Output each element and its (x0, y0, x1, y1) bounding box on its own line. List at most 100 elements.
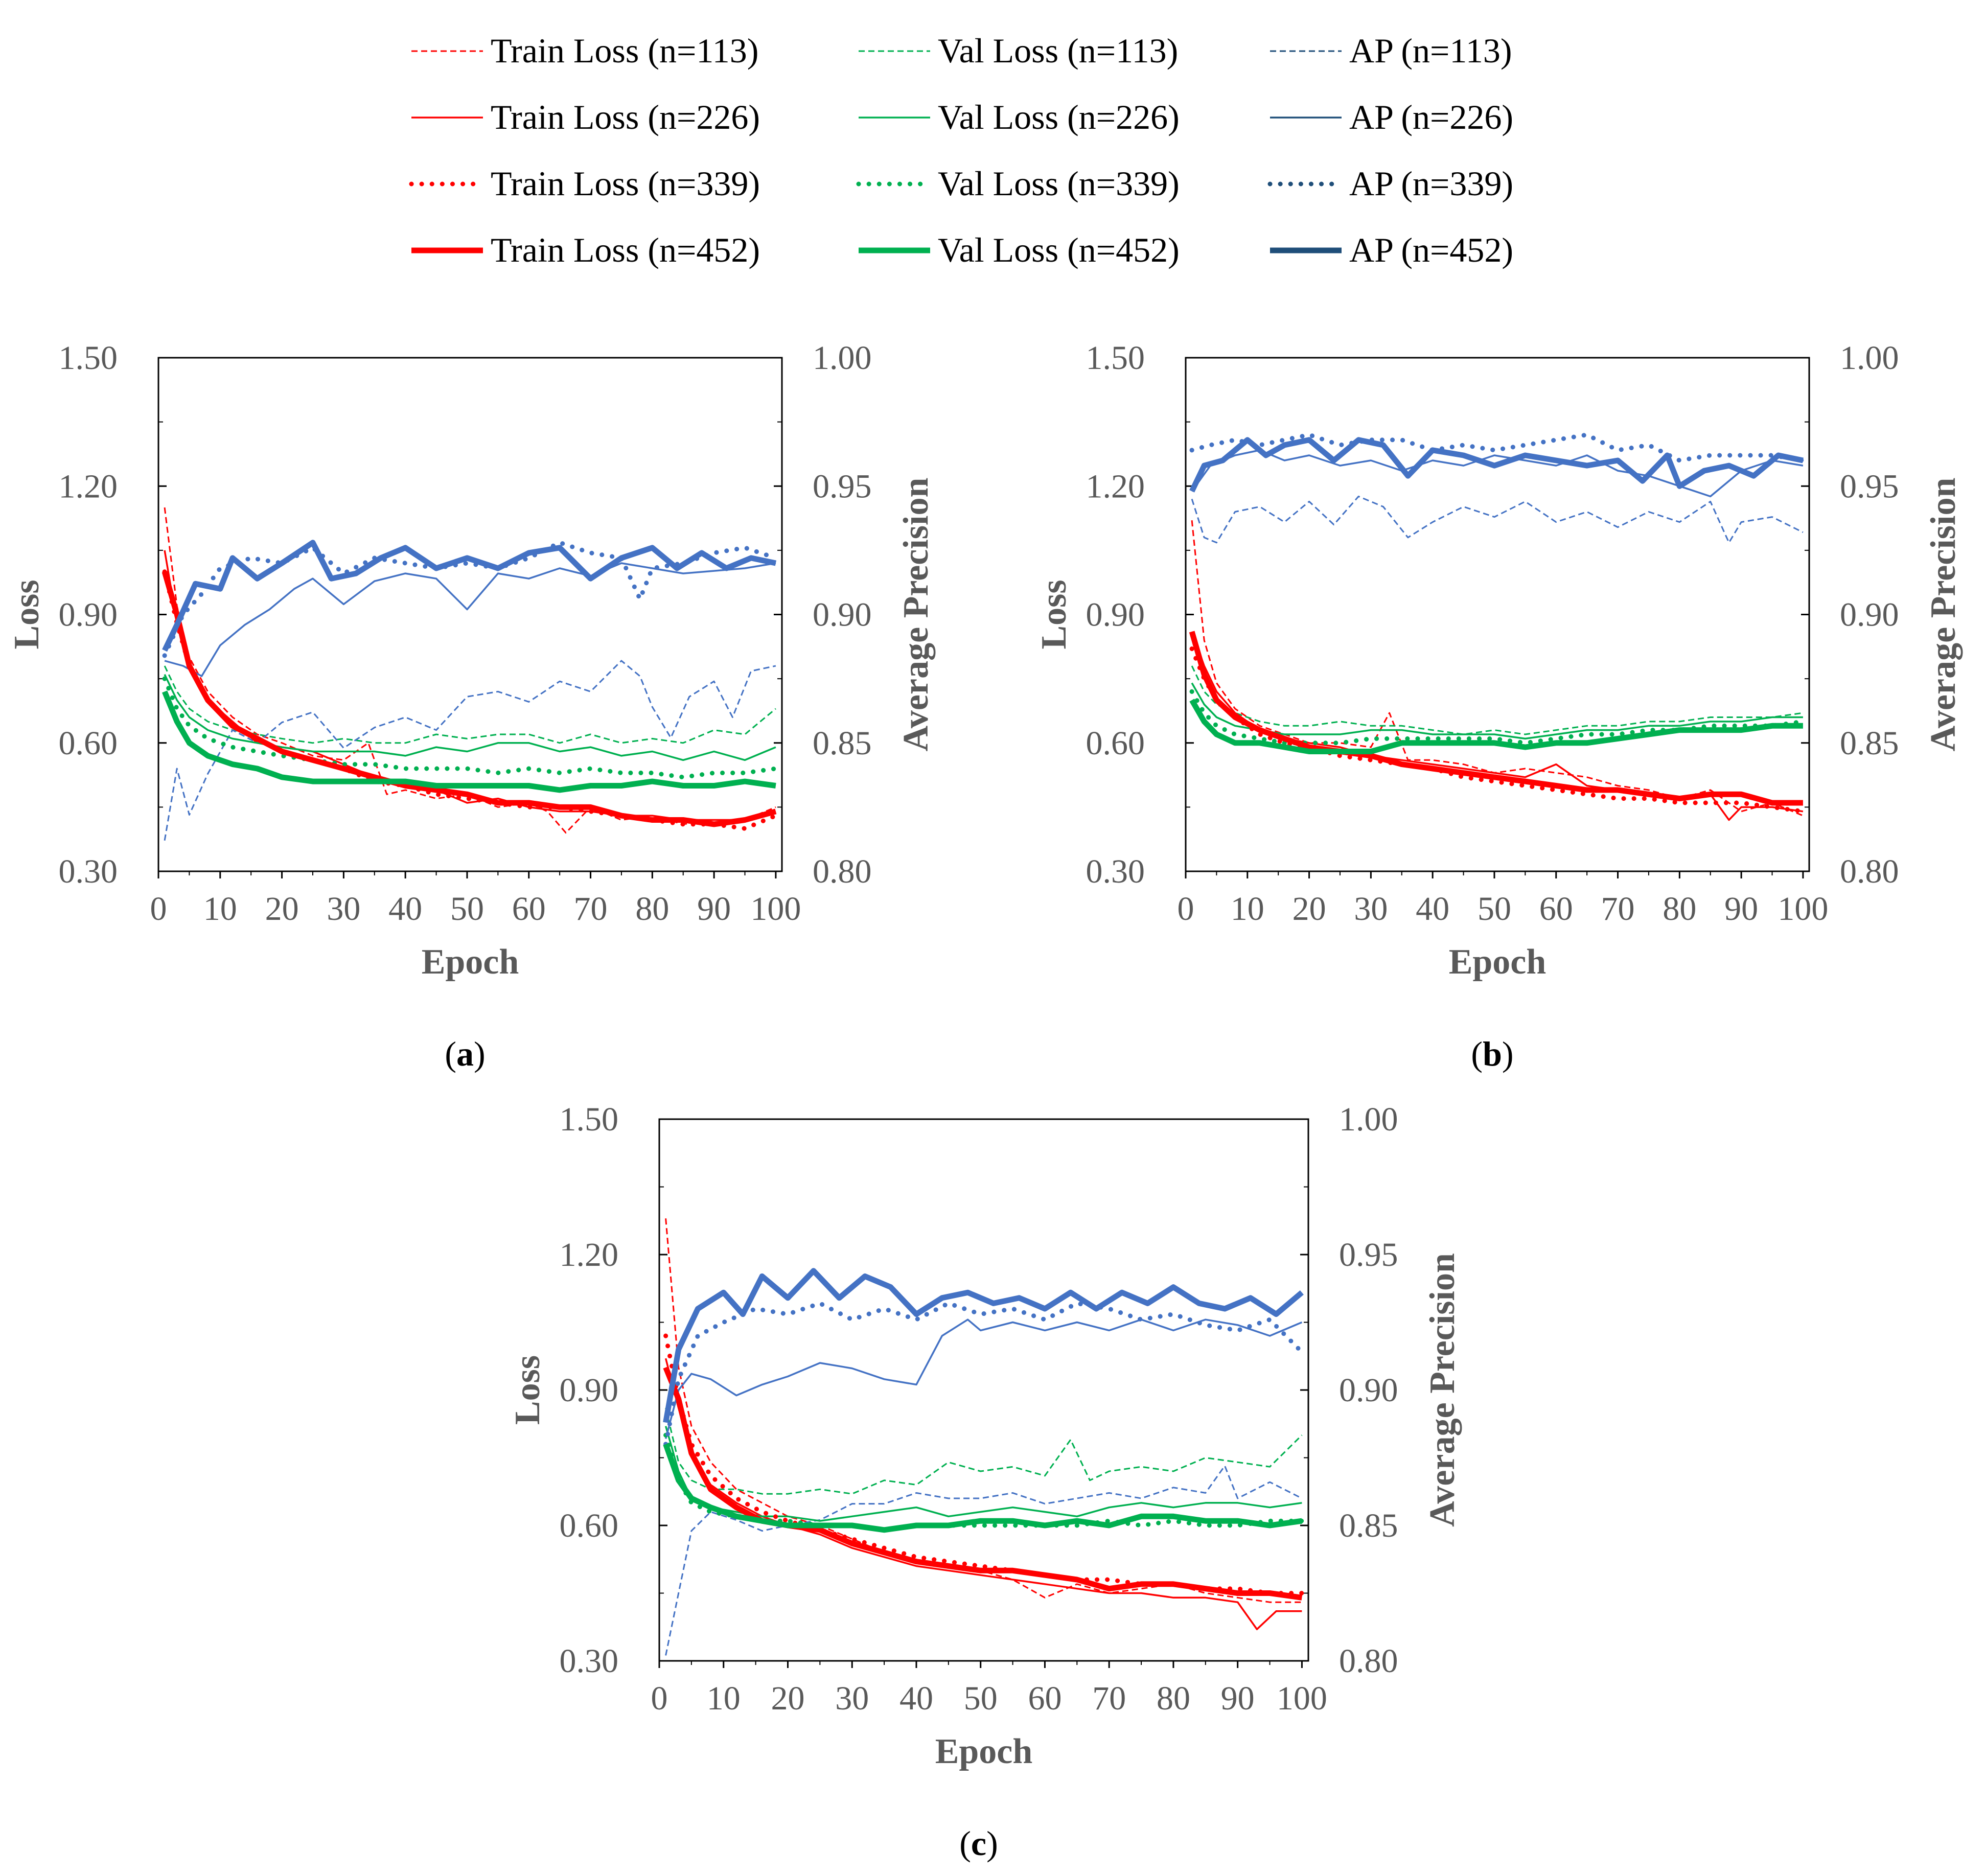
y2-tick-label: 0.85 (1840, 725, 1899, 762)
x-axis-title: Epoch (935, 1732, 1033, 1771)
series-line-val-dashed (665, 1407, 1303, 1495)
y-tick-label: 0.60 (560, 1507, 619, 1544)
x-tick-label: 40 (899, 1680, 933, 1717)
series-line-val-dotted (162, 676, 778, 780)
y-tick-label: 1.20 (560, 1236, 619, 1273)
chart-panel-a: 0 10 20 30 40 50 60 70 80 90 100 0.30 0.60 0.90 1.20 1.… (7, 339, 936, 1073)
x-tick-label: 60 (512, 890, 546, 928)
series-line-ap-thick (1189, 437, 1804, 493)
legend-entry: Train Loss (n=452) (411, 230, 760, 269)
series-group (663, 1218, 1304, 1656)
x-tick-label: 100 (1277, 1680, 1327, 1717)
series-line-ap-dashed (164, 660, 776, 841)
x-tick-label: 90 (1221, 1680, 1255, 1717)
y2-tick-label: 0.95 (813, 468, 872, 505)
x-tick-label: 80 (1157, 1680, 1190, 1717)
legend-entry: Train Loss (n=339) (409, 164, 760, 203)
x-tick-label: 70 (574, 890, 608, 928)
series-line-train-thin (664, 1358, 1302, 1630)
y-tick-label: 0.90 (1086, 596, 1145, 634)
y-tick-label: 0.60 (1086, 725, 1145, 762)
panel-label: (a) (445, 1034, 485, 1073)
legend-label: AP (n=226) (1349, 98, 1513, 136)
x-tick-label: 30 (835, 1680, 869, 1717)
y-tick-label: 1.50 (1086, 339, 1145, 377)
x-tick-label: 20 (265, 890, 299, 928)
series-line-val-thick (162, 690, 776, 793)
x-tick-label: 80 (1663, 890, 1696, 928)
y2-tick-label: 0.90 (1840, 596, 1899, 634)
panel-label-letter: b (1483, 1034, 1502, 1073)
x-tick-label: 0 (150, 890, 167, 928)
legend-label: Train Loss (n=226) (491, 98, 760, 136)
legend-label: Train Loss (n=452) (491, 230, 760, 269)
x-tick-label: 30 (327, 890, 360, 928)
x-tick-label: 0 (651, 1680, 668, 1717)
y2-tick-label: 0.85 (1339, 1507, 1398, 1544)
x-tick-label: 20 (771, 1680, 804, 1717)
legend-entry: AP (n=339) (1267, 164, 1513, 203)
plot-area (658, 1118, 1309, 1662)
y2-tick-label: 0.80 (1339, 1642, 1398, 1680)
y2-axis-title: Average Precision (1924, 478, 1963, 752)
legend-label: Train Loss (n=113) (491, 31, 758, 70)
series-line-val-thin (664, 1426, 1302, 1522)
series-line-ap-dashed (1191, 495, 1804, 544)
y-tick-label: 0.60 (59, 725, 118, 762)
y-tick-label: 1.20 (59, 468, 118, 505)
panel-label-close: ) (1502, 1034, 1514, 1073)
series-line-ap-dashed (665, 1465, 1303, 1656)
series-line-train-dotted (663, 1333, 1304, 1595)
legend-label: AP (n=452) (1349, 230, 1513, 269)
x-tick-label: 80 (635, 890, 669, 928)
x-tick-label: 60 (1028, 1680, 1061, 1717)
y-axis-title: Loss (508, 1355, 547, 1425)
y2-tick-label: 0.90 (1339, 1372, 1398, 1409)
x-tick-label: 60 (1539, 890, 1573, 928)
x-tick-label: 0 (1178, 890, 1194, 928)
x-tick-label: 10 (1231, 890, 1264, 928)
legend-label: AP (n=113) (1349, 31, 1512, 70)
y2-axis-title: Average Precision (896, 478, 936, 752)
series-line-ap-thin (1191, 449, 1804, 498)
series-line-train-thick (663, 1366, 1303, 1601)
series-line-train-dashed (1191, 520, 1804, 817)
y2-axis-title: Average Precision (1423, 1253, 1462, 1527)
series-line-ap-dotted (663, 1301, 1304, 1447)
y2-tick-label: 0.85 (813, 725, 872, 762)
y-tick-label: 0.30 (560, 1642, 619, 1680)
x-tick-label: 50 (964, 1680, 998, 1717)
panel-label-letter: c (971, 1824, 986, 1863)
x-tick-label: 50 (1478, 890, 1511, 928)
legend-entry: Val Loss (n=339) (856, 164, 1180, 203)
x-axis-title: Epoch (422, 942, 519, 982)
series-line-ap-dotted (1189, 432, 1806, 463)
series-line-ap-thick (663, 1268, 1304, 1423)
panel-label-close: ) (986, 1824, 998, 1863)
chart-panel-c: 0 10 20 30 40 50 60 70 80 90 100 0.30 0.60 0.90 1.20 1.… (508, 1101, 1462, 1863)
legend: Train Loss (n=113) Val Loss (n=113) AP (n=… (409, 31, 1513, 269)
y-tick-label: 1.50 (560, 1101, 619, 1138)
y2-tick-label: 0.90 (813, 596, 872, 634)
y-axis-title: Loss (7, 580, 47, 649)
x-tick-label: 90 (697, 890, 731, 928)
x-tick-label: 100 (750, 890, 801, 928)
series-line-ap-dotted (162, 540, 778, 658)
x-axis-title: Epoch (1449, 942, 1547, 982)
x-tick-label: 70 (1092, 1680, 1126, 1717)
x-tick-label: 40 (388, 890, 422, 928)
series-line-val-thick (663, 1443, 1303, 1533)
series-line-val-dashed (164, 665, 776, 744)
x-tick-label: 10 (707, 1680, 741, 1717)
series-line-train-dotted (162, 569, 778, 831)
series-line-val-dashed (1191, 665, 1804, 735)
x-tick-label: 70 (1601, 890, 1635, 928)
series-line-train-thick (161, 571, 777, 827)
y-tick-label: 1.20 (1086, 468, 1145, 505)
y-tick-label: 0.30 (1086, 853, 1145, 890)
legend-entry: Train Loss (n=113) (411, 31, 758, 70)
series-line-val-thin (164, 674, 776, 761)
chart-panel-b: 0 10 20 30 40 50 60 70 80 90 100 0.30 0.60 0.90 1.20 1.… (1034, 339, 1963, 1073)
legend-entry: Val Loss (n=452) (859, 230, 1180, 269)
x-tick-label: 30 (1354, 890, 1388, 928)
